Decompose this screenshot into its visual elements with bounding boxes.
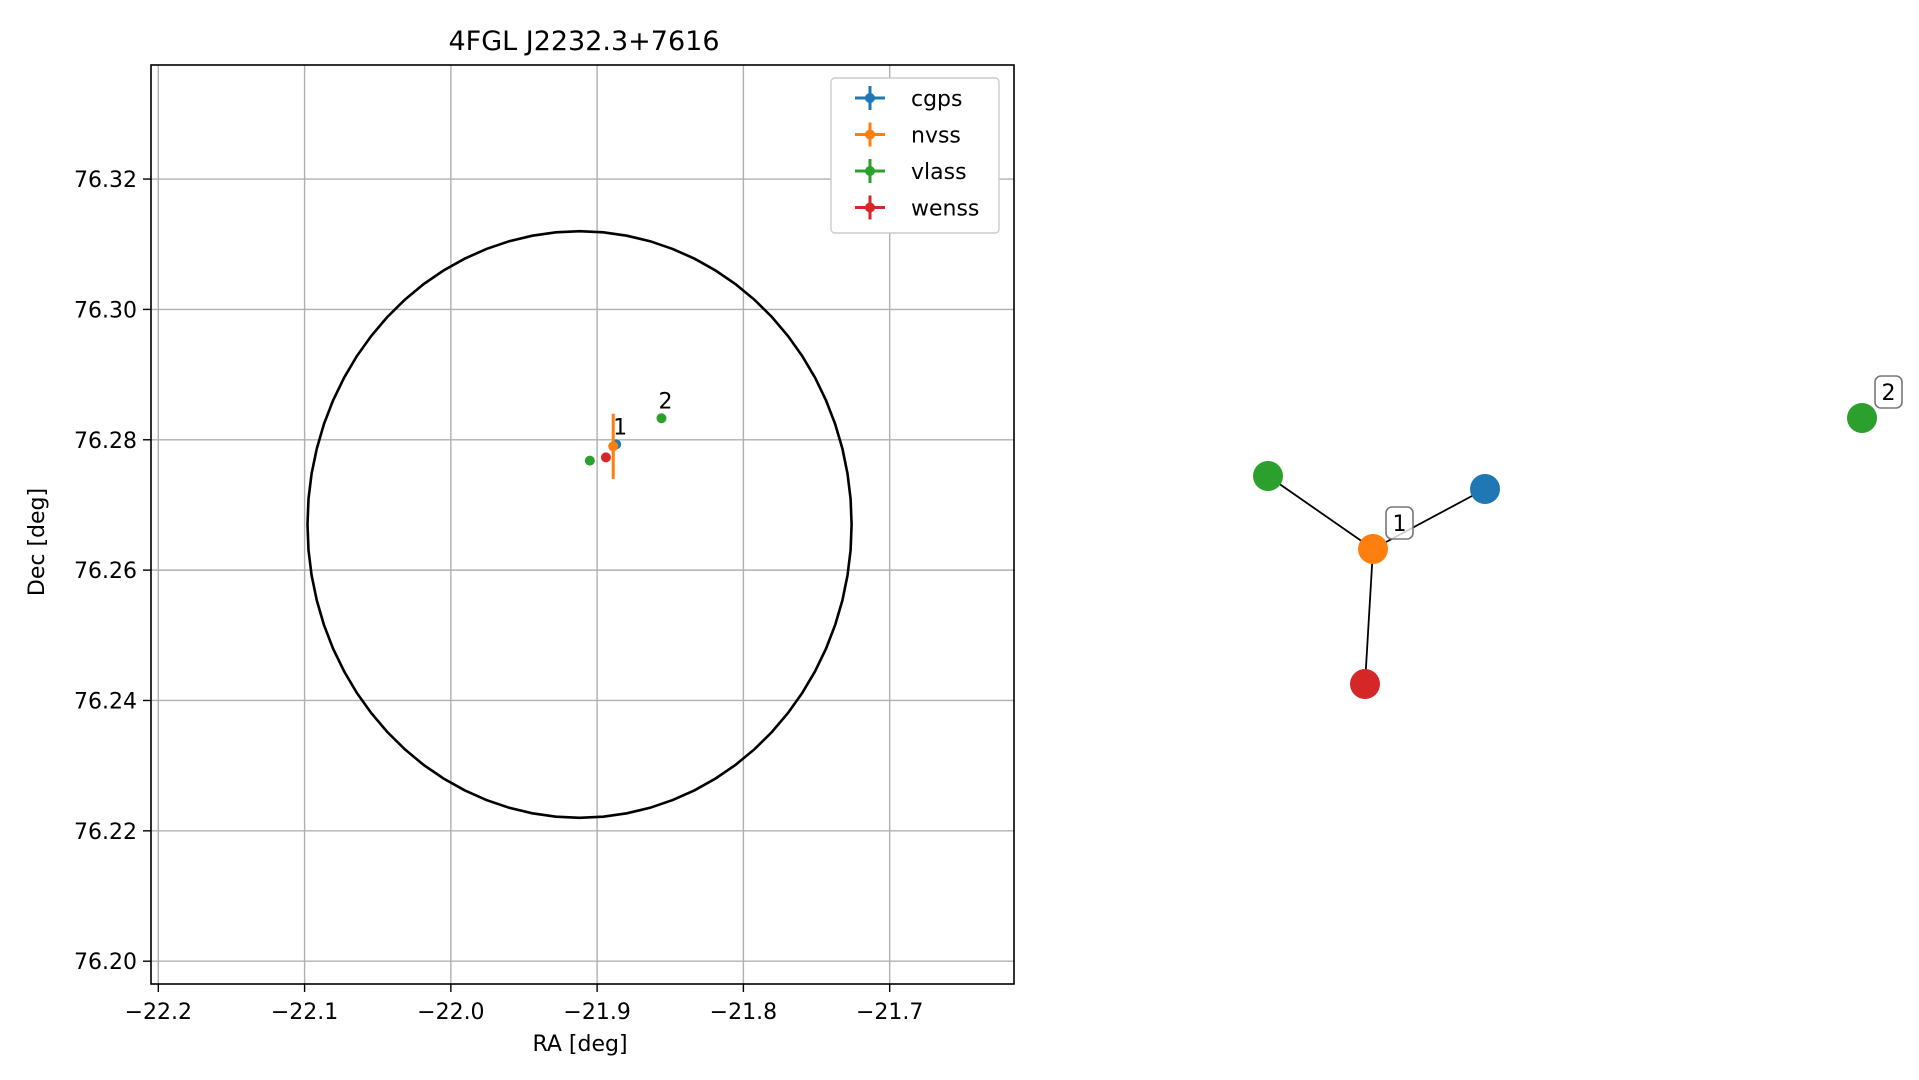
legend-wenss-label: wenss: [911, 197, 979, 222]
legend: cgps nvss vlass wenss: [830, 77, 1000, 234]
localization-ellipse: [306, 229, 853, 820]
vlass-point: [584, 455, 595, 466]
point-annotation: 1: [613, 415, 627, 440]
x-ticks: −22.2 −22.1 −22.0 −21.9 −21.8 −21.7: [125, 984, 923, 1025]
network-label: 2: [1882, 381, 1896, 406]
legend-cgps-marker: [865, 93, 875, 103]
legend-nvss-marker: [865, 129, 875, 140]
network-edge: [1267, 475, 1374, 550]
legend-nvss-label: nvss: [911, 124, 961, 149]
y-tick-label: 76.26: [74, 559, 137, 584]
legend-items: cgps nvss vlass wenss: [855, 86, 979, 222]
legend-vlass-label: vlass: [911, 160, 967, 185]
ellipse-layer: [306, 229, 853, 820]
y-tick-label: 76.28: [74, 429, 137, 454]
grid: [151, 65, 1014, 984]
y-ticks: 76.20 76.22 76.24 76.26 76.28 76.30 76.32: [74, 168, 151, 975]
y-tick-label: 76.30: [74, 298, 137, 323]
y-axis-label: Dec [deg]: [25, 488, 50, 596]
wenss-point: [600, 452, 611, 463]
y-tick-label: 76.32: [74, 168, 137, 193]
network-node-cgps-1: [1470, 474, 1500, 504]
network-node-wenss-1: [1350, 669, 1380, 699]
x-tick-label: −22.0: [417, 1000, 484, 1025]
x-tick-label: −21.7: [856, 1000, 923, 1025]
network-node-nvss-1: [1358, 534, 1388, 564]
x-tick-label: −21.8: [710, 1000, 777, 1025]
chart-title: 4FGL J2232.3+7616: [448, 26, 719, 57]
legend-vlass-marker: [865, 166, 875, 176]
nvss-point: [608, 441, 619, 452]
scatter-chart: 12 −22.2 −22.1 −22.0 −21.9 −21.8 −21.7 76.207…: [25, 26, 1015, 1057]
x-tick-label: −22.2: [125, 1000, 192, 1025]
legend-box: [830, 77, 1000, 234]
network-label-box: [1874, 375, 1903, 409]
nodes-layer: [1253, 403, 1877, 699]
points-layer: 12: [584, 389, 672, 479]
network-node-vlass-1: [1253, 461, 1283, 491]
vlass-point: [656, 413, 667, 424]
y-tick-label: 76.22: [74, 820, 137, 845]
network-edge: [1364, 548, 1374, 685]
network-label-box: [1385, 506, 1414, 540]
x-tick-label: −21.9: [563, 1000, 630, 1025]
network-label: 1: [1393, 512, 1407, 537]
net-labels-layer: 12: [1385, 375, 1903, 540]
plot-frame: [150, 64, 1015, 985]
network-node-vlass-2: [1847, 403, 1877, 433]
legend-cgps-label: cgps: [911, 87, 963, 112]
point-annotation: 2: [658, 389, 672, 414]
y-tick-label: 76.24: [74, 689, 137, 714]
network-diagram: 12: [1253, 375, 1903, 699]
y-tick-label: 76.20: [74, 950, 137, 975]
x-axis-label: RA [deg]: [532, 1032, 627, 1057]
legend-wenss-marker: [865, 202, 875, 213]
x-tick-label: −22.1: [271, 1000, 338, 1025]
